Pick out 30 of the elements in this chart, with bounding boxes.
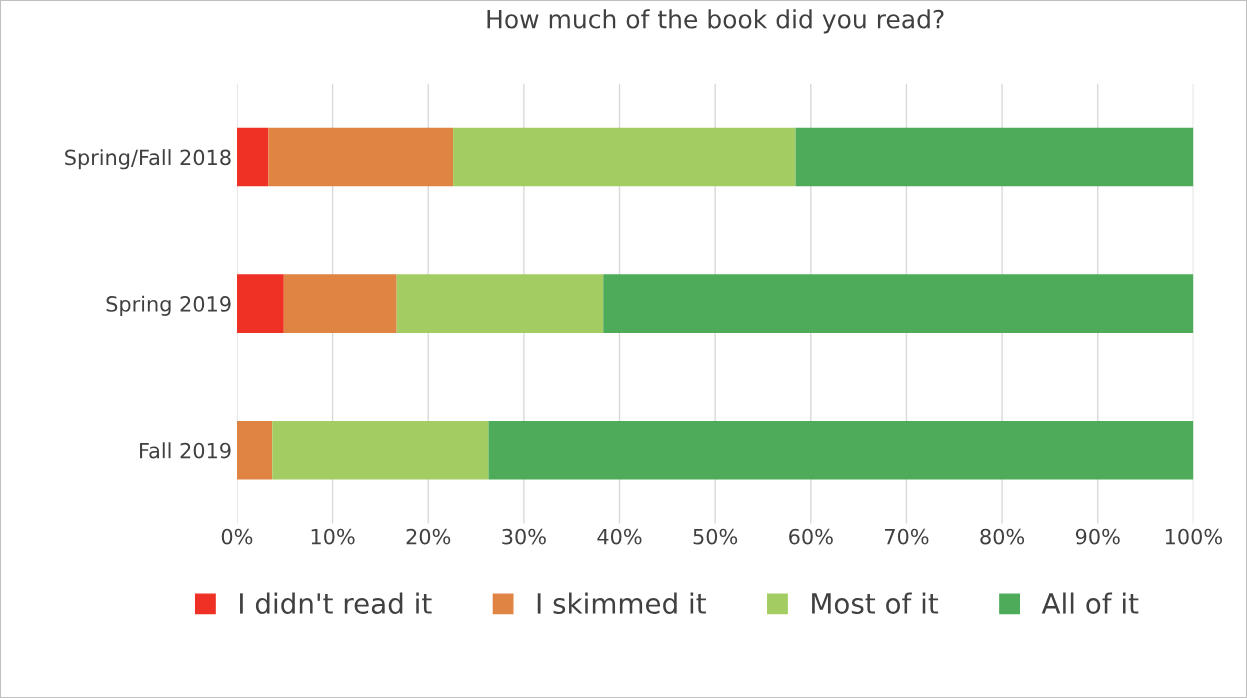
x-tick-label: 50%	[693, 528, 738, 545]
x-tick-label: 0%	[221, 528, 253, 545]
bar	[236, 127, 269, 187]
bar	[795, 127, 1194, 187]
x-tick-label: 90%	[1075, 528, 1120, 545]
y-tick-label: Spring 2019	[106, 295, 231, 316]
bar	[283, 274, 397, 333]
legend-label: I didn't read it	[240, 592, 432, 614]
bar	[603, 274, 1194, 333]
bar	[236, 274, 284, 333]
x-tick-label: 80%	[980, 528, 1025, 545]
y-tick-label: Spring/Fall 2018	[65, 149, 231, 170]
x-tick-label: 20%	[406, 528, 451, 545]
legend-label: Most of it	[812, 592, 939, 614]
bar	[396, 274, 604, 333]
bar	[236, 420, 273, 480]
x-tick-label: 40%	[597, 528, 642, 545]
bar	[272, 420, 489, 480]
legend-label: I skimmed it	[537, 592, 706, 614]
y-tick-label: Fall 2019	[140, 442, 231, 459]
x-tick-label: 100%	[1165, 528, 1223, 545]
chart-title: How much of the book did you read?	[487, 9, 944, 34]
legend-label: All of it	[1041, 592, 1139, 614]
x-tick-label: 70%	[885, 528, 929, 545]
x-tick-label: 60%	[789, 528, 833, 545]
bar	[268, 127, 454, 187]
bar	[488, 420, 1194, 480]
bar	[453, 127, 796, 187]
x-tick-label: 30%	[502, 528, 546, 545]
x-tick-label: 10%	[311, 528, 355, 545]
